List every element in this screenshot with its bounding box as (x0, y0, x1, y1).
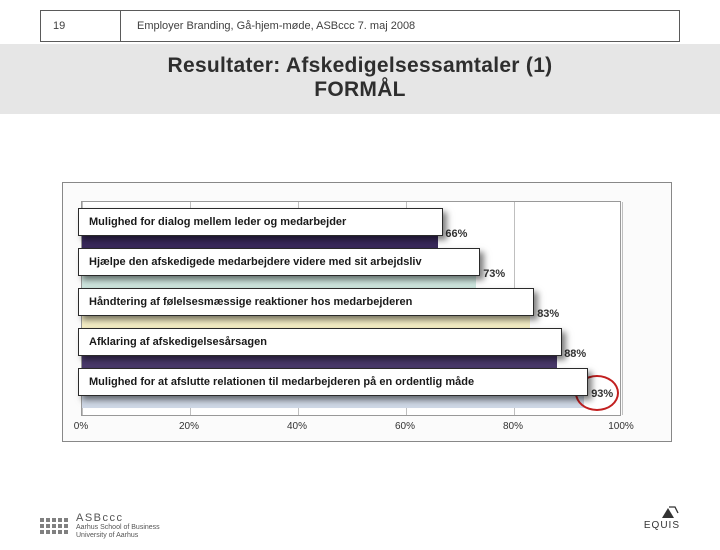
bar-value-label: 83% (537, 308, 559, 320)
overlay-label-box: Hjælpe den afskedigede medarbejdere vide… (78, 248, 480, 276)
footer-left-logo: ASBccc Aarhus School of Business Univers… (40, 512, 160, 540)
equis-mark-icon (662, 504, 680, 518)
footer-brand: ASBccc (76, 512, 160, 524)
overlay-label-box: Afklaring af afskedigelsesårsagen (78, 328, 562, 356)
footer-sub1: Aarhus School of Business (76, 524, 160, 532)
footer-right-brand: EQUIS (644, 520, 680, 531)
footer-sub2: University of Aarhus (76, 532, 160, 540)
bar-value-label: 66% (445, 228, 467, 240)
overlay-label-box: Mulighed for at afslutte relationen til … (78, 368, 588, 396)
title-line-1: Resultater: Afskedigelsessamtaler (1) (0, 54, 720, 78)
overlay-label-box: Mulighed for dialog mellem leder og meda… (78, 208, 443, 236)
x-tick-label: 80% (503, 421, 523, 432)
x-tick-label: 60% (395, 421, 415, 432)
x-tick-label: 100% (608, 421, 634, 432)
bar-value-label: 73% (483, 268, 505, 280)
x-tick-label: 40% (287, 421, 307, 432)
x-tick-label: 0% (74, 421, 88, 432)
slide-number: 19 (41, 11, 121, 41)
footer: ASBccc Aarhus School of Business Univers… (40, 512, 680, 540)
bar-value-label: 88% (564, 348, 586, 360)
overlay-label-box: Håndtering af følelsesmæssige reaktioner… (78, 288, 534, 316)
footer-right-logo: EQUIS (644, 520, 680, 531)
logo-dot-grid-icon (40, 518, 68, 534)
gridline (622, 202, 623, 415)
slide-header: 19 Employer Branding, Gå-hjem-møde, ASBc… (40, 10, 680, 42)
title-line-2: FORMÅL (0, 78, 720, 102)
title-band: Resultater: Afskedigelsessamtaler (1) FO… (0, 44, 720, 114)
x-tick-label: 20% (179, 421, 199, 432)
slide-context: Employer Branding, Gå-hjem-møde, ASBccc … (121, 20, 679, 32)
